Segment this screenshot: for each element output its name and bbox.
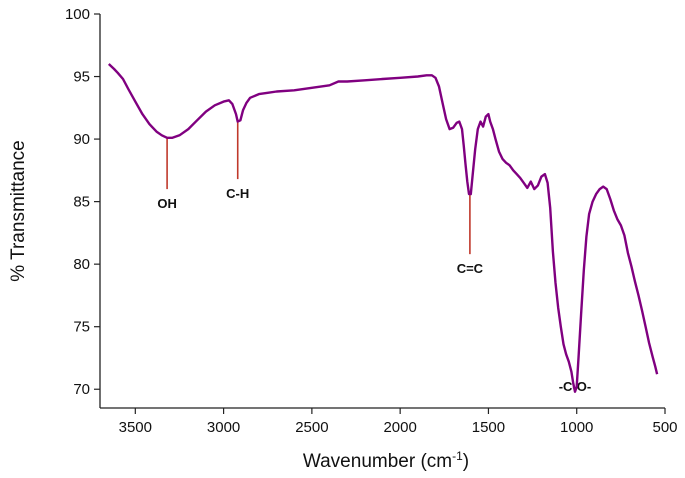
x-tick-label: 1000 (560, 419, 593, 436)
y-tick-label: 85 (73, 194, 90, 211)
y-axis-title: % Transmittance (8, 140, 29, 282)
y-tick-label: 70 (73, 381, 90, 398)
annotations: OHC-HC=C-C-O- (157, 121, 591, 394)
y-tick-label: 80 (73, 256, 90, 273)
x-tick-label: 3000 (207, 419, 240, 436)
x-axis-title: Wavenumber (cm-1) (303, 449, 469, 472)
x-ticks: 3500 3000 2500 2000 1500 1000 500 (119, 408, 678, 436)
y-tick-label: 100 (65, 6, 90, 23)
annotation-label: C-H (226, 186, 249, 201)
x-tick-label: 2000 (383, 419, 416, 436)
y-tick-label: 95 (73, 69, 90, 86)
axes (99, 14, 665, 409)
annotation-label: OH (157, 196, 177, 211)
x-tick-label: 500 (652, 419, 677, 436)
y-tick-label: 90 (73, 131, 90, 148)
x-tick-label: 2500 (295, 419, 328, 436)
series-line (107, 63, 659, 393)
y-tick-label: 75 (73, 319, 90, 336)
y-ticks: 70 75 80 85 90 95 100 (65, 6, 100, 398)
annotation-label: C=C (457, 261, 484, 276)
x-tick-label: 3500 (119, 419, 152, 436)
x-tick-label: 1500 (472, 419, 505, 436)
